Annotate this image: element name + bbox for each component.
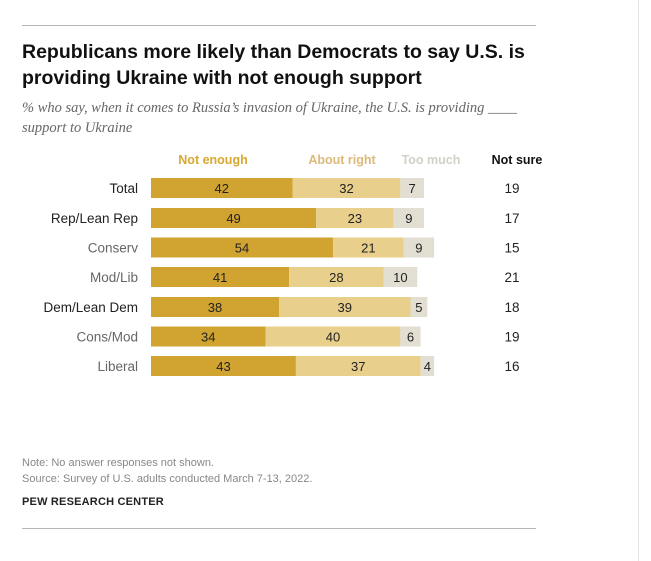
not-sure-value-mod-lib: 21 [504,270,519,285]
bottom-rule [22,528,536,529]
legend-not-sure: Not sure [492,153,543,167]
row-label-liberal: Liberal [97,359,138,374]
value-label-about-right-dem-lean-dem: 39 [338,300,352,315]
value-label-too-much-dem-lean-dem: 5 [415,300,422,315]
not-sure-value-cons-mod: 19 [504,330,519,345]
value-label-too-much-conserv: 9 [415,241,422,256]
bar-about-right-dem-lean-dem [279,297,411,317]
value-label-not-enough-liberal: 43 [216,359,230,374]
chart-subtitle: % who say, when it comes to Russia’s inv… [22,100,517,136]
bar-not-enough-total [151,178,293,198]
value-label-about-right-rep-lean-rep: 23 [348,211,362,226]
bar-too-much-dem-lean-dem [410,297,428,317]
row-label-mod-lib: Mod/Lib [90,270,138,285]
bar-about-right-conserv [332,237,404,258]
bar-not-enough-mod-lib [151,267,290,287]
value-label-about-right-liberal: 37 [351,359,365,374]
bar-too-much-mod-lib [383,267,418,287]
bar-not-enough-liberal [151,356,296,376]
value-label-not-enough-mod-lib: 41 [213,270,227,285]
bar-not-enough-dem-lean-dem [151,297,280,317]
chart-note: Note: No answer responses not shown. [22,457,214,469]
value-label-about-right-mod-lib: 28 [329,270,343,285]
row-label-conserv: Conserv [88,241,139,256]
legend-about-right: About right [308,153,376,167]
value-label-not-enough-total: 42 [215,181,229,196]
bar-not-enough-rep-lean-rep [151,208,317,228]
bar-about-right-mod-lib [289,267,384,287]
top-rule [22,25,536,26]
pew-logo-text: PEW RESEARCH CENTER [22,496,164,508]
stacked-bar-chart: Not enough About right Too much Not sure Tot… [43,153,543,376]
legend-not-enough: Not enough [178,153,247,167]
value-label-too-much-total: 7 [409,181,416,196]
row-label-total: Total [109,181,138,196]
row-label-dem-lean-dem: Dem/Lean Dem [43,300,138,315]
value-label-not-enough-dem-lean-dem: 38 [208,300,222,315]
chart-title: Republicans more likely than Democrats t… [22,41,525,89]
bar-too-much-cons-mod [400,326,421,347]
value-label-too-much-liberal: 4 [424,359,431,374]
not-sure-value-liberal: 16 [504,359,519,374]
row-label-cons-mod: Cons/Mod [76,330,138,345]
value-label-not-enough-cons-mod: 34 [201,330,215,345]
chart-source: Source: Survey of U.S. adults conducted … [22,473,313,485]
bar-about-right-cons-mod [265,326,401,347]
legend-too-much: Too much [402,153,461,167]
bar-too-much-total [400,178,424,198]
value-label-about-right-total: 32 [339,181,353,196]
not-sure-value-conserv: 15 [504,241,519,256]
value-label-too-much-rep-lean-rep: 9 [405,211,412,226]
bar-about-right-liberal [295,356,421,376]
bar-about-right-rep-lean-rep [316,208,394,228]
value-label-too-much-cons-mod: 6 [407,330,414,345]
value-label-about-right-conserv: 21 [361,241,375,256]
bar-too-much-rep-lean-rep [393,208,424,228]
bar-about-right-total [292,178,401,198]
page-edge-divider [638,0,639,561]
not-sure-value-dem-lean-dem: 18 [504,300,519,315]
value-label-about-right-cons-mod: 40 [326,330,340,345]
not-sure-value-rep-lean-rep: 17 [504,211,519,226]
value-label-not-enough-conserv: 54 [235,241,249,256]
value-label-too-much-mod-lib: 10 [393,270,407,285]
bar-not-enough-conserv [151,237,333,258]
not-sure-value-total: 19 [504,181,519,196]
row-label-rep-lean-rep: Rep/Lean Rep [51,211,138,226]
bar-too-much-liberal [420,356,435,376]
bar-too-much-conserv [403,237,435,258]
value-label-not-enough-rep-lean-rep: 49 [226,211,240,226]
bar-not-enough-cons-mod [151,326,266,347]
